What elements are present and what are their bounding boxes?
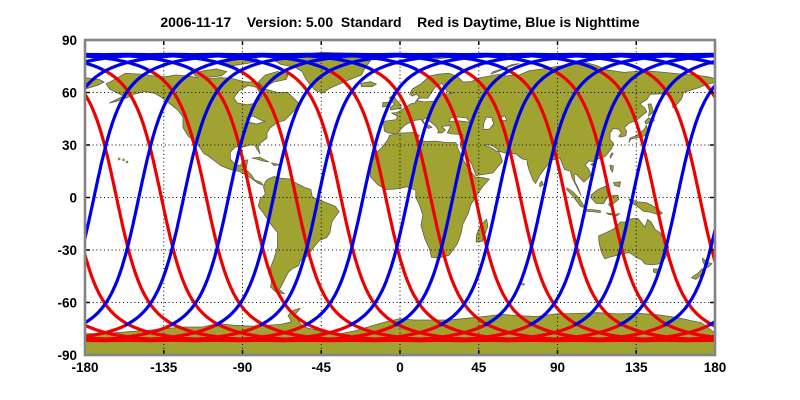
x-axis-labels: -180 -135 -90 -45 0 45 90 135 180 <box>71 360 726 375</box>
y-tick-label: 90 <box>62 33 77 48</box>
y-tick-label: -30 <box>57 243 77 258</box>
plot-frame <box>83 38 717 357</box>
x-tick-label: 90 <box>550 360 565 375</box>
x-tick-label: 135 <box>625 360 648 375</box>
plot-area <box>85 40 715 355</box>
x-tick-label: 0 <box>396 360 404 375</box>
x-tick-label: -90 <box>233 360 253 375</box>
plot-title: 2006-11-17 Version: 5.00 Standard Red is… <box>160 14 640 30</box>
x-tick-label: -180 <box>71 360 98 375</box>
y-tick-label: -90 <box>57 348 77 363</box>
nighttime-tracks <box>85 52 715 327</box>
x-tick-label: -135 <box>150 360 178 375</box>
y-tick-label: 30 <box>62 138 77 153</box>
x-tick-label: -45 <box>311 360 331 375</box>
y-tick-label: -60 <box>57 296 77 311</box>
y-axis-labels: 90 60 30 0 -30 -60 -90 <box>57 33 77 363</box>
x-tick-label: 45 <box>471 360 487 375</box>
y-tick-label: 0 <box>69 191 77 206</box>
x-tick-label: 180 <box>704 360 727 375</box>
daytime-tracks <box>85 68 715 343</box>
y-tick-label: 60 <box>62 86 77 101</box>
